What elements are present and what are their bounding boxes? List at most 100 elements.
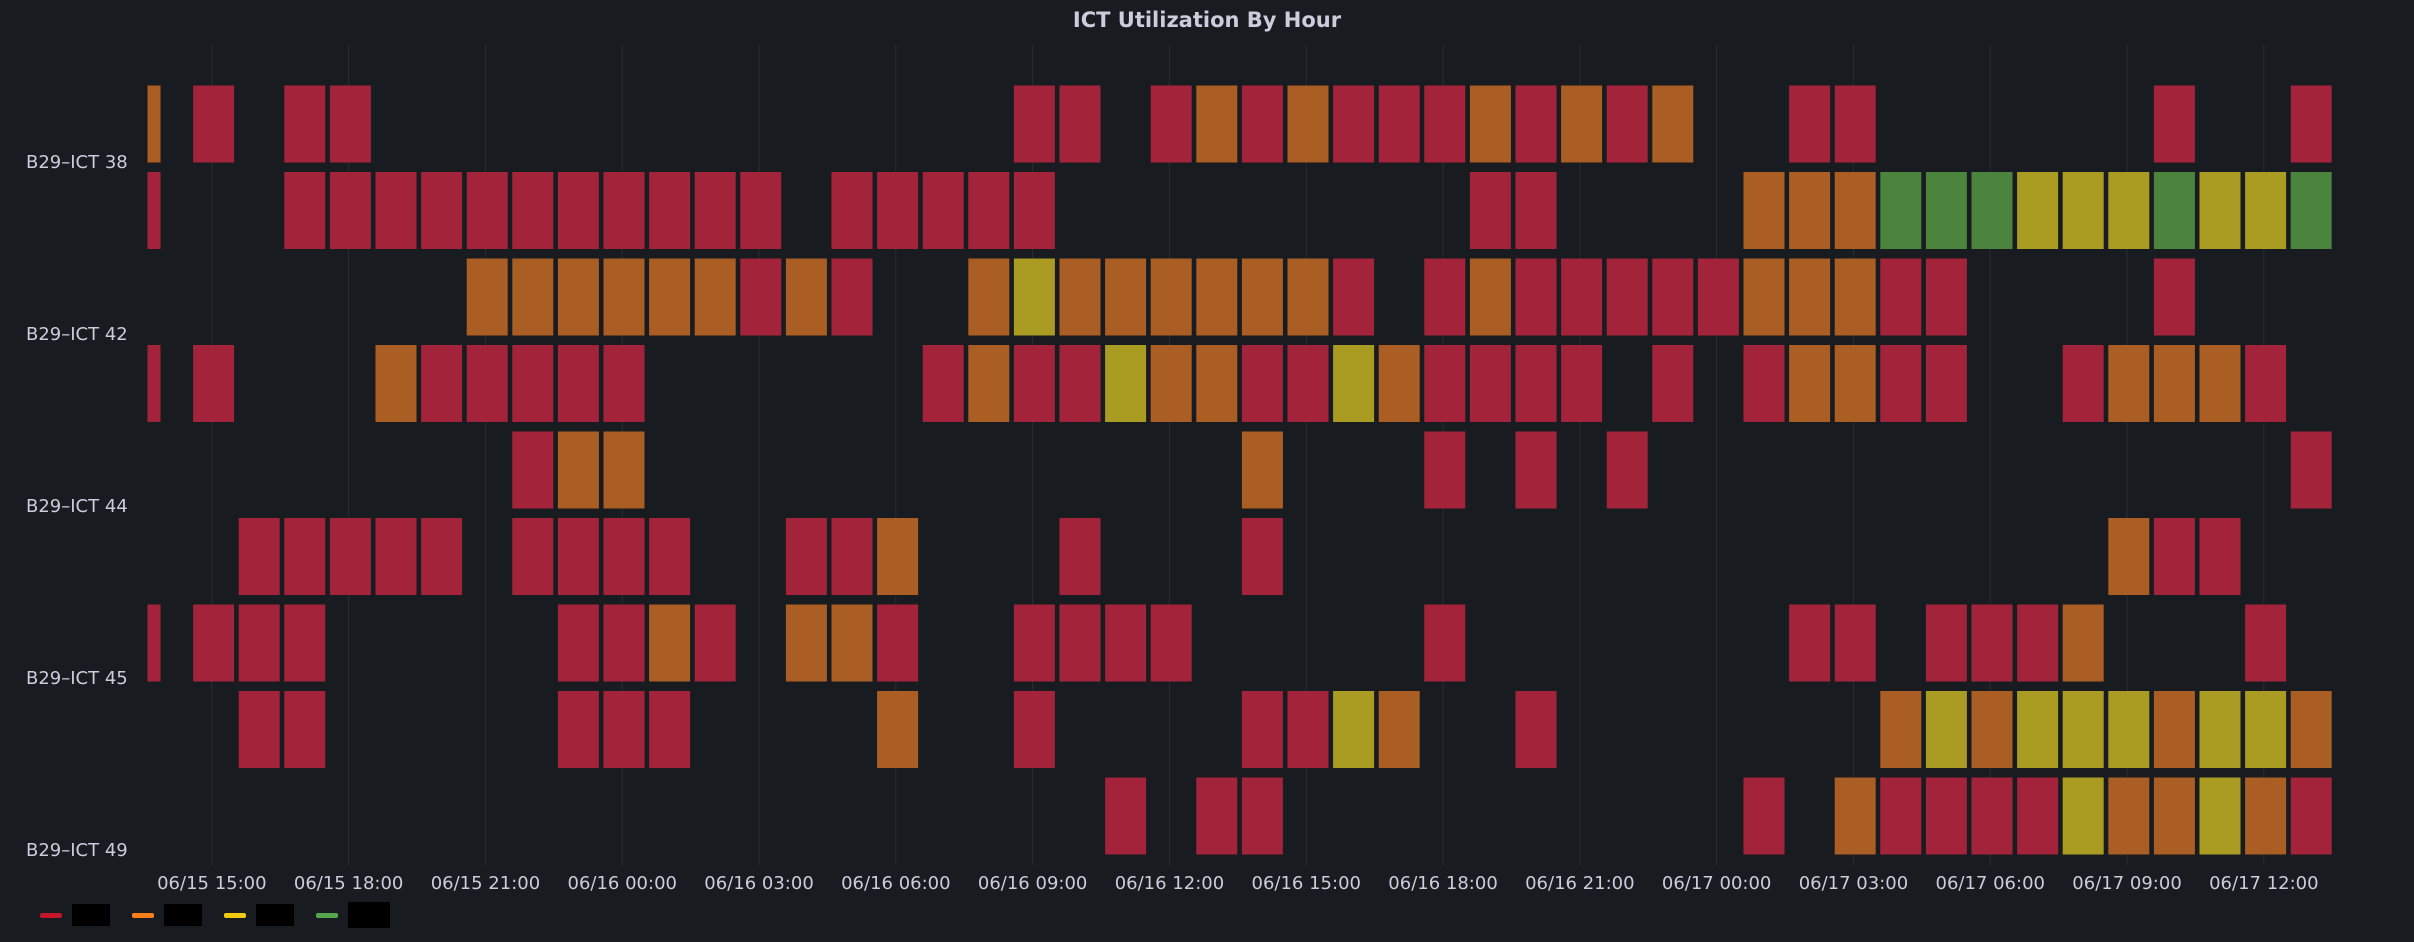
heatmap-cell[interactable] — [1743, 777, 1785, 855]
heatmap-cell[interactable] — [1697, 258, 1739, 336]
heatmap-cell[interactable] — [2108, 345, 2150, 422]
heatmap-cell[interactable] — [1013, 85, 1055, 163]
heatmap-cell[interactable] — [968, 172, 1010, 249]
heatmap-cell[interactable] — [1880, 258, 1922, 336]
heatmap-cell[interactable] — [512, 518, 554, 595]
heatmap-cell[interactable] — [2153, 691, 2195, 768]
heatmap-cell[interactable] — [2017, 777, 2059, 855]
heatmap-cell[interactable] — [2290, 777, 2332, 855]
heatmap-cell[interactable] — [2199, 345, 2241, 422]
heatmap-cell[interactable] — [694, 258, 736, 336]
heatmap-cell[interactable] — [603, 604, 645, 682]
heatmap-cell[interactable] — [1789, 345, 1831, 422]
heatmap-cell[interactable] — [2062, 345, 2104, 422]
heatmap-cell[interactable] — [1150, 258, 1192, 336]
heatmap-cell[interactable] — [512, 345, 554, 422]
heatmap-cell[interactable] — [649, 518, 691, 595]
heatmap-cell[interactable] — [1013, 172, 1055, 249]
heatmap-cell[interactable] — [1925, 345, 1967, 422]
heatmap-cell[interactable] — [785, 604, 827, 682]
heatmap-cell[interactable] — [1333, 691, 1375, 768]
heatmap-cell[interactable] — [1880, 345, 1922, 422]
heatmap-cell[interactable] — [1880, 777, 1922, 855]
heatmap-cell[interactable] — [922, 345, 964, 422]
heatmap-cell[interactable] — [329, 518, 371, 595]
heatmap-cell[interactable] — [1971, 172, 2013, 249]
heatmap-cell[interactable] — [2290, 431, 2332, 509]
heatmap-cell[interactable] — [649, 258, 691, 336]
heatmap-cell[interactable] — [694, 604, 736, 682]
heatmap-cell[interactable] — [2153, 258, 2195, 336]
heatmap-cell[interactable] — [740, 258, 782, 336]
heatmap-cell[interactable] — [1013, 604, 1055, 682]
heatmap-cell[interactable] — [193, 604, 235, 682]
heatmap-cell[interactable] — [284, 691, 326, 768]
heatmap-cell[interactable] — [1150, 345, 1192, 422]
heatmap-cell[interactable] — [1789, 172, 1831, 249]
heatmap-cell[interactable] — [2062, 691, 2104, 768]
heatmap-cell[interactable] — [466, 172, 508, 249]
heatmap-cell[interactable] — [1013, 345, 1055, 422]
heatmap-cell[interactable] — [1561, 85, 1603, 163]
heatmap-cell[interactable] — [2245, 172, 2287, 249]
heatmap-cell[interactable] — [2199, 691, 2241, 768]
heatmap-cell[interactable] — [877, 172, 919, 249]
heatmap-cell[interactable] — [1652, 258, 1694, 336]
heatmap-cell[interactable] — [603, 172, 645, 249]
heatmap-cell[interactable] — [1196, 258, 1238, 336]
heatmap-cell[interactable] — [1241, 345, 1283, 422]
heatmap-cell[interactable] — [147, 85, 161, 163]
heatmap-cell[interactable] — [1789, 258, 1831, 336]
heatmap-cell[interactable] — [284, 172, 326, 249]
heatmap-cell[interactable] — [1469, 85, 1511, 163]
heatmap-cell[interactable] — [1241, 258, 1283, 336]
heatmap-cell[interactable] — [329, 172, 371, 249]
heatmap-cell[interactable] — [557, 691, 599, 768]
heatmap-cell[interactable] — [877, 518, 919, 595]
heatmap-cell[interactable] — [375, 345, 417, 422]
heatmap-cell[interactable] — [1834, 345, 1876, 422]
heatmap-cell[interactable] — [1515, 691, 1557, 768]
heatmap-cell[interactable] — [2245, 604, 2287, 682]
heatmap-cell[interactable] — [1789, 604, 1831, 682]
heatmap-cell[interactable] — [831, 518, 873, 595]
heatmap-cell[interactable] — [603, 518, 645, 595]
heatmap-cell[interactable] — [649, 691, 691, 768]
heatmap-cell[interactable] — [1241, 518, 1283, 595]
heatmap-cell[interactable] — [1925, 172, 1967, 249]
heatmap-cell[interactable] — [1515, 345, 1557, 422]
heatmap-cell[interactable] — [1834, 604, 1876, 682]
heatmap-cell[interactable] — [2108, 518, 2150, 595]
heatmap-cell[interactable] — [649, 172, 691, 249]
heatmap-cell[interactable] — [1652, 85, 1694, 163]
heatmap-cell[interactable] — [1378, 85, 1420, 163]
heatmap-cell[interactable] — [512, 172, 554, 249]
heatmap-cell[interactable] — [2245, 691, 2287, 768]
heatmap-cell[interactable] — [1424, 431, 1466, 509]
heatmap-cell[interactable] — [1378, 691, 1420, 768]
heatmap-cell[interactable] — [1834, 258, 1876, 336]
heatmap-cell[interactable] — [2245, 345, 2287, 422]
heatmap-cell[interactable] — [1241, 691, 1283, 768]
heatmap-cell[interactable] — [147, 345, 161, 422]
heatmap-cell[interactable] — [2062, 777, 2104, 855]
heatmap-cell[interactable] — [512, 431, 554, 509]
heatmap-cell[interactable] — [2245, 777, 2287, 855]
heatmap-cell[interactable] — [1241, 777, 1283, 855]
heatmap-cell[interactable] — [785, 518, 827, 595]
heatmap-cell[interactable] — [1925, 777, 1967, 855]
heatmap-cell[interactable] — [1515, 431, 1557, 509]
heatmap-cell[interactable] — [1469, 258, 1511, 336]
heatmap-cell[interactable] — [1196, 85, 1238, 163]
heatmap-cell[interactable] — [603, 691, 645, 768]
heatmap-cell[interactable] — [968, 345, 1010, 422]
heatmap-cell[interactable] — [877, 691, 919, 768]
heatmap-cell[interactable] — [1925, 604, 1967, 682]
heatmap-cell[interactable] — [1150, 85, 1192, 163]
heatmap-cell[interactable] — [193, 85, 235, 163]
heatmap-cell[interactable] — [238, 691, 280, 768]
heatmap-cell[interactable] — [603, 345, 645, 422]
heatmap-cell[interactable] — [2290, 85, 2332, 163]
heatmap-cell[interactable] — [557, 172, 599, 249]
heatmap-cell[interactable] — [1105, 604, 1147, 682]
